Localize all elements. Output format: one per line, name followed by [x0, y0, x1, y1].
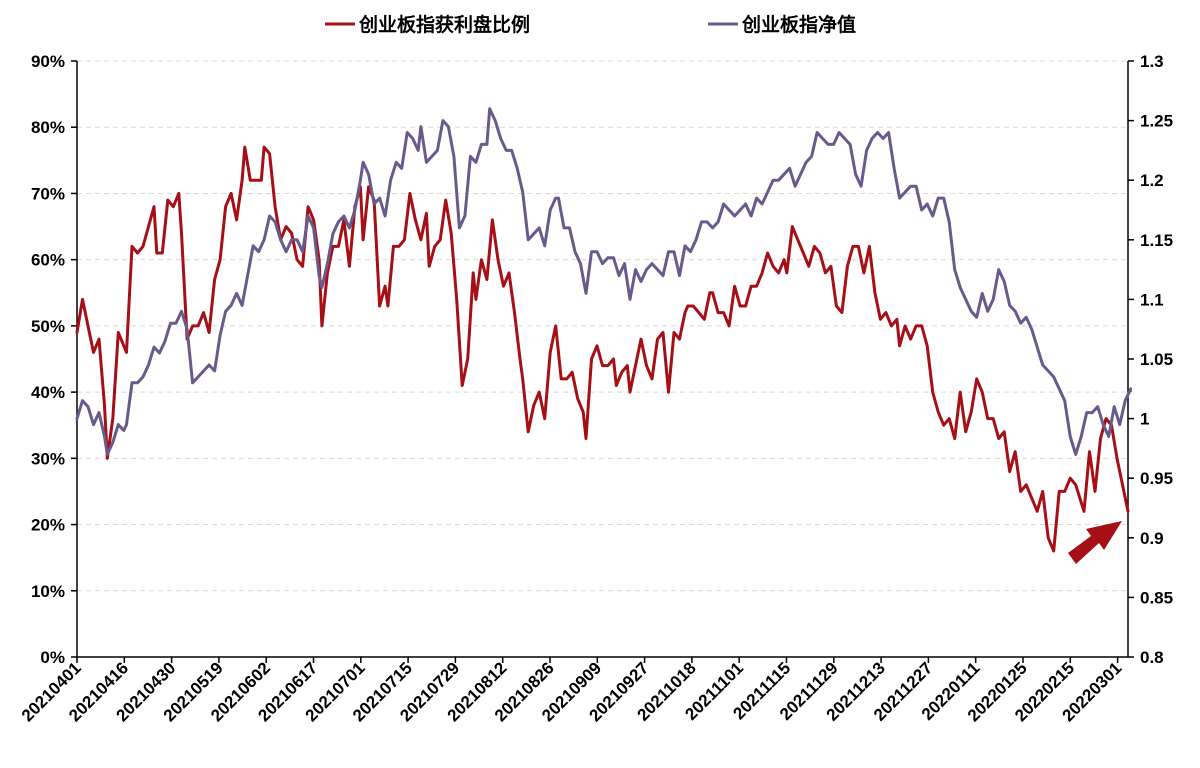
legend-item-profit-ratio[interactable]: 创业板指获利盘比例 [325, 13, 530, 36]
right-tick-label: 1.15 [1140, 231, 1173, 250]
legend-label-nav: 创业板指净值 [741, 13, 856, 36]
left-tick-label: 70% [31, 184, 65, 203]
red-arrow-annotation [1068, 521, 1122, 564]
series-layer [75, 107, 1132, 553]
left-tick-label: 60% [31, 251, 65, 270]
left-tick-label: 30% [31, 449, 65, 468]
right-tick-label: 1.25 [1140, 112, 1173, 131]
legend: 创业板指获利盘比例 创业板指净值 [325, 13, 856, 36]
right-tick-label: 1.05 [1140, 350, 1173, 369]
legend-item-nav[interactable]: 创业板指净值 [708, 13, 856, 36]
right-axis-ticks: 0.8 0.85 0.9 0.95 1 1.05 1.1 1.15 1.2 1.25 1.3 [1128, 52, 1173, 667]
right-tick-label: 0.8 [1140, 648, 1164, 667]
left-tick-label: 10% [31, 582, 65, 601]
legend-label-profit-ratio: 创业板指获利盘比例 [358, 13, 530, 36]
gridlines [77, 60, 1128, 592]
left-tick-label: 80% [31, 118, 65, 137]
left-tick-label: 40% [31, 383, 65, 402]
left-axis-ticks: 0% 10% 20% 30% 40% 50% 60% 70% 80% 90% [31, 52, 77, 667]
left-tick-label: 0% [40, 648, 65, 667]
right-tick-label: 0.85 [1140, 588, 1173, 607]
left-tick-label: 50% [31, 317, 65, 336]
x-axis-ticks: 2021040120210416202104302021051920210602… [18, 657, 1125, 725]
right-tick-label: 0.9 [1140, 529, 1164, 548]
left-tick-label: 90% [31, 52, 65, 71]
right-tick-label: 1.3 [1140, 52, 1164, 71]
right-tick-label: 1 [1140, 410, 1149, 429]
right-tick-label: 1.2 [1140, 171, 1164, 190]
right-tick-label: 1.1 [1140, 290, 1164, 309]
right-tick-label: 0.95 [1140, 469, 1173, 488]
left-tick-label: 20% [31, 516, 65, 535]
axes [76, 61, 1129, 658]
series-line-nav [75, 107, 1132, 456]
series-line-profit-ratio [75, 145, 1130, 553]
